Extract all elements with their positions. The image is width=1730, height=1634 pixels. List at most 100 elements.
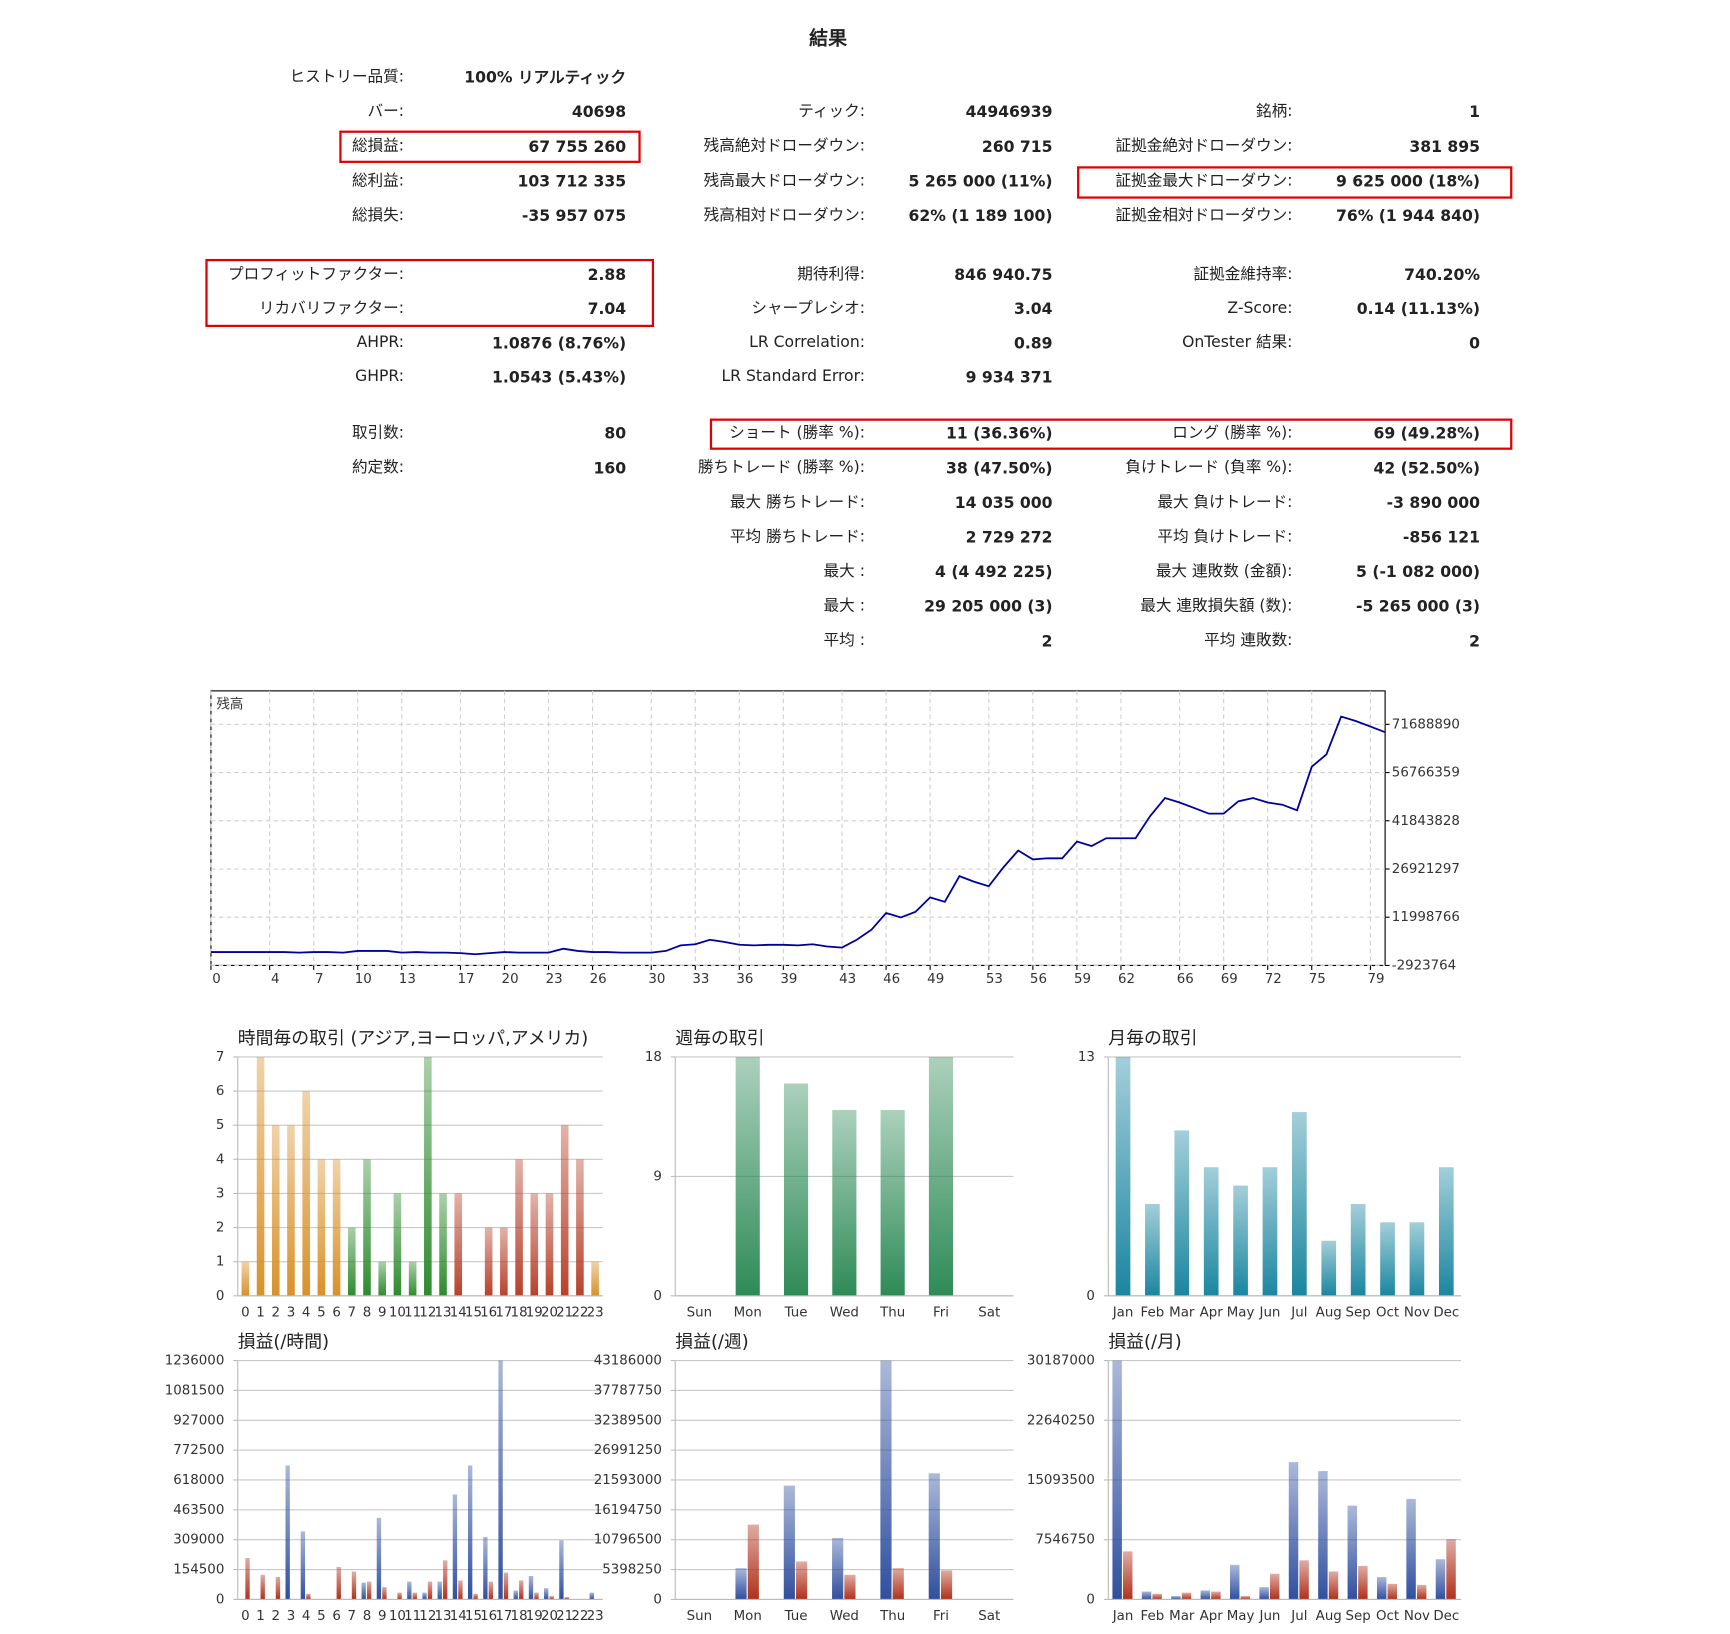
x-tick-label: 39 xyxy=(780,972,797,987)
bar xyxy=(412,1592,417,1600)
stat-value: 2.88 xyxy=(588,266,627,284)
x-tick-label: 9 xyxy=(378,1306,387,1321)
stat-label: 平均 : xyxy=(824,631,865,649)
y-tick-label: 11998766 xyxy=(1392,910,1460,925)
x-tick-label: Dec xyxy=(1433,1306,1459,1321)
x-tick-label: Sep xyxy=(1346,1306,1371,1321)
x-tick-label: 0 xyxy=(241,1609,250,1624)
x-tick-label: 11 xyxy=(404,1306,421,1321)
bar xyxy=(306,1593,311,1600)
stat-value: -35 957 075 xyxy=(522,207,626,225)
x-tick-label: 23 xyxy=(546,972,563,987)
x-tick-label: 2 xyxy=(272,1306,281,1321)
x-tick-label: Sep xyxy=(1346,1609,1371,1624)
x-tick-label: 69 xyxy=(1221,972,1238,987)
bar xyxy=(560,1125,569,1296)
x-tick-label: 13 xyxy=(435,1306,452,1321)
x-tick-label: 8 xyxy=(363,1609,372,1624)
stat-label: 残高相対ドローダウン: xyxy=(704,206,865,224)
bar xyxy=(458,1580,463,1600)
x-tick-label: 10 xyxy=(389,1609,406,1624)
bar xyxy=(1229,1564,1240,1600)
bar xyxy=(545,1193,554,1296)
x-tick-label: 2 xyxy=(272,1609,281,1624)
y-tick-label: 0 xyxy=(216,1289,225,1304)
stat-label: 負けトレード (負率 %): xyxy=(1125,458,1292,476)
stat-label: ティック: xyxy=(798,102,865,120)
x-tick-label: 79 xyxy=(1368,972,1385,987)
stat-value: -3 890 000 xyxy=(1387,494,1481,512)
stat-label: 平均 負けトレード: xyxy=(1157,527,1292,545)
y-tick-label: 22640250 xyxy=(1027,1413,1095,1428)
x-tick-label: Mon xyxy=(734,1609,762,1624)
bar xyxy=(832,1538,844,1600)
bar xyxy=(549,1596,554,1600)
x-tick-label: 1 xyxy=(256,1609,265,1624)
stat-value: 160 xyxy=(594,459,627,477)
bar xyxy=(317,1159,326,1296)
x-tick-label: 19 xyxy=(526,1306,543,1321)
x-tick-label: 26 xyxy=(590,972,607,987)
x-tick-label: 18 xyxy=(511,1306,528,1321)
x-tick-label: 13 xyxy=(399,972,416,987)
bar xyxy=(1435,1559,1446,1600)
x-tick-label: 30 xyxy=(648,972,665,987)
stat-value: 103 712 335 xyxy=(518,172,627,190)
chart-title: 週毎の取引 xyxy=(675,1028,764,1049)
bar xyxy=(892,1568,904,1600)
x-tick-label: Jan xyxy=(1112,1306,1134,1321)
bar xyxy=(1233,1185,1248,1296)
bar xyxy=(928,1473,940,1600)
bar xyxy=(735,1056,760,1296)
y-tick-label: 10796500 xyxy=(594,1533,662,1548)
x-tick-label: 18 xyxy=(511,1609,528,1624)
bar xyxy=(300,1531,306,1600)
x-tick-label: 15 xyxy=(465,1306,482,1321)
y-tick-label: 0 xyxy=(653,1592,662,1607)
stat-value: 260 715 xyxy=(982,138,1053,156)
stat-value: 5 (-1 082 000) xyxy=(1356,563,1480,581)
x-tick-label: May xyxy=(1227,1306,1255,1321)
x-tick-label: 16 xyxy=(480,1609,497,1624)
stat-value: 1 xyxy=(1469,103,1480,121)
x-tick-label: Jan xyxy=(1112,1609,1134,1624)
y-tick-label: 463500 xyxy=(173,1503,224,1518)
bar xyxy=(1387,1583,1397,1600)
bar xyxy=(467,1465,473,1600)
bar xyxy=(302,1091,310,1296)
y-tick-label: 41843828 xyxy=(1392,814,1460,829)
x-tick-label: Feb xyxy=(1141,1306,1165,1321)
stat-label: LR Correlation: xyxy=(749,333,865,351)
x-tick-label: Wed xyxy=(830,1306,859,1321)
y-tick-label: 30187000 xyxy=(1027,1354,1095,1369)
y-tick-label: 16194750 xyxy=(594,1503,662,1518)
x-tick-label: 72 xyxy=(1265,972,1282,987)
x-tick-label: 14 xyxy=(450,1609,467,1624)
x-tick-label: Sun xyxy=(687,1306,712,1321)
bar xyxy=(1174,1130,1190,1296)
x-tick-label: 43 xyxy=(839,972,856,987)
stat-value: 1.0876 (8.76%) xyxy=(492,334,626,352)
highlight-box xyxy=(339,130,641,163)
bar xyxy=(1328,1571,1339,1600)
bar xyxy=(397,1592,402,1600)
y-tick-label: 5398250 xyxy=(602,1563,662,1578)
x-tick-label: 21 xyxy=(556,1609,573,1624)
x-tick-label: 7 xyxy=(348,1609,357,1624)
y-tick-label: 43186000 xyxy=(594,1354,662,1369)
stat-value: 0 xyxy=(1469,334,1480,352)
y-tick-label: 927000 xyxy=(173,1413,224,1428)
y-tick-label: 56766359 xyxy=(1392,766,1460,781)
x-tick-label: Oct xyxy=(1376,1306,1399,1321)
x-tick-label: Jun xyxy=(1259,1306,1281,1321)
stat-value: 40698 xyxy=(572,103,626,121)
x-tick-label: 75 xyxy=(1309,972,1326,987)
x-tick-label: 59 xyxy=(1074,972,1091,987)
bar xyxy=(483,1536,488,1600)
stat-value: -5 265 000 (3) xyxy=(1356,598,1480,616)
stat-label: シャープレシオ: xyxy=(751,299,865,317)
bar xyxy=(408,1261,417,1296)
x-tick-label: Wed xyxy=(830,1609,859,1624)
stat-value: 38 (47.50%) xyxy=(946,459,1052,477)
bar xyxy=(285,1465,290,1600)
